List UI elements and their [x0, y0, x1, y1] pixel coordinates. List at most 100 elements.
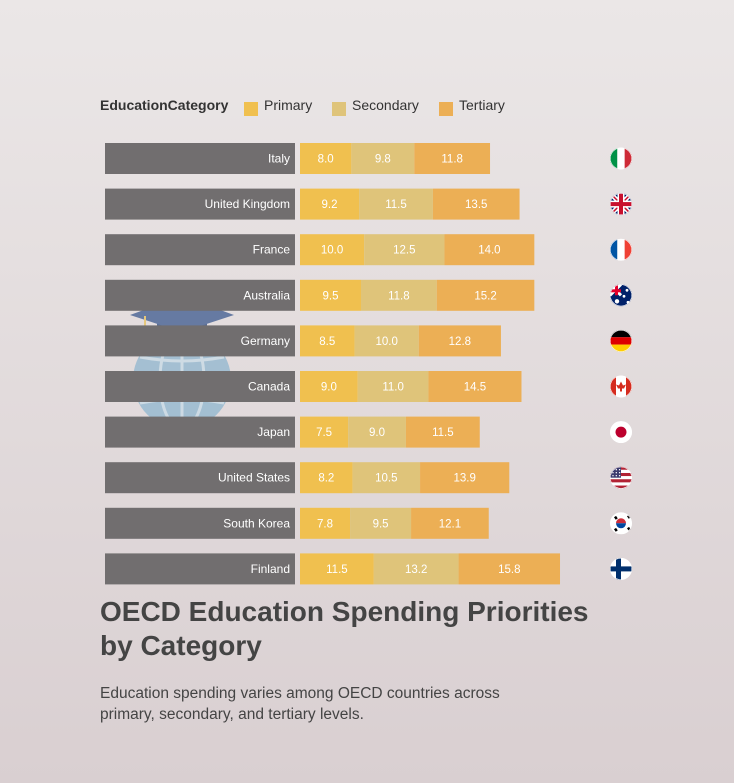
category-label: France: [253, 243, 291, 257]
bar-segment-tertiary: [436, 279, 535, 311]
bar-segment-tertiary: [420, 462, 510, 494]
data-label: 13.9: [453, 473, 475, 485]
category-label: Germany: [241, 334, 290, 348]
data-label: 9.2: [322, 199, 338, 211]
legend-label-secondary: Secondary: [352, 97, 419, 113]
category-label-bar: [105, 507, 295, 539]
bar-segment-secondary: [348, 416, 406, 448]
category-label-bar: [105, 143, 295, 174]
data-label: 12.8: [449, 336, 471, 348]
data-label: 14.0: [478, 245, 500, 257]
chart-subtitle: Education spending varies among OECD cou…: [100, 685, 500, 723]
finland-flag-icon: [610, 557, 632, 580]
data-label: 8.0: [318, 154, 334, 166]
bar-segment-primary: [300, 507, 351, 539]
australia-flag-icon: [610, 284, 632, 307]
legend-title: EducationCategory: [100, 97, 229, 113]
category-label: South Korea: [223, 516, 290, 530]
category-label-bar: [105, 234, 295, 266]
chart-row: France 10.0 12.5 14.0: [105, 234, 632, 266]
data-label: 15.2: [474, 290, 496, 302]
bar-segment-primary: [300, 279, 361, 311]
data-label: 12.5: [393, 245, 415, 257]
bar-segment-primary: [300, 553, 374, 585]
south-korea-flag-icon: [610, 512, 632, 535]
chart-row: Australia 9.5 11.8 15.2: [105, 279, 632, 311]
data-label: 9.0: [369, 427, 385, 439]
bar-segment-tertiary: [428, 371, 522, 402]
data-label: 9.0: [321, 382, 337, 394]
data-label: 7.8: [317, 518, 333, 530]
canada-flag-icon: [610, 375, 632, 398]
bar-segment-tertiary: [432, 188, 520, 220]
data-label: 11.5: [385, 199, 407, 211]
italy-flag-icon: [610, 147, 632, 170]
bar-segment-secondary: [354, 325, 419, 357]
bar-segment-primary: [300, 462, 353, 494]
data-label: 10.0: [321, 245, 343, 257]
category-label: Japan: [257, 425, 290, 439]
data-label: 8.2: [318, 473, 334, 485]
category-label-bar: [105, 416, 295, 448]
bar-segment-tertiary: [405, 416, 480, 448]
category-label-bar: [105, 553, 295, 585]
bar-segment-tertiary: [418, 325, 501, 357]
legend-label-primary: Primary: [264, 97, 312, 113]
category-label: Finland: [251, 562, 290, 576]
bar-segment-secondary: [357, 371, 429, 402]
category-label: Australia: [243, 288, 290, 302]
bar-rows: Italy 8.0 9.8 11.8 United Kingdom 9.2 11.5 13.5…: [105, 143, 632, 585]
germany-flag-icon: [610, 329, 632, 352]
france-flag-icon: [610, 238, 632, 261]
chart: EducationCategory Primary Secondary Tert…: [100, 97, 632, 585]
data-label: 14.5: [464, 382, 486, 394]
data-label: 9.5: [373, 518, 389, 530]
bar-segment-secondary: [352, 462, 421, 494]
bar-segment-primary: [300, 143, 352, 174]
data-label: 11.0: [382, 382, 404, 394]
chart-row: Finland 11.5 13.2 15.8: [105, 553, 632, 585]
category-label: Canada: [248, 380, 290, 394]
category-label-bar: [105, 279, 295, 311]
bar-segment-primary: [300, 188, 360, 220]
bar-segment-primary: [300, 234, 365, 266]
bar-segment-secondary: [350, 507, 412, 539]
category-label-bar: [105, 188, 295, 220]
bar-segment-tertiary: [411, 507, 489, 539]
japan-flag-icon: [610, 421, 632, 444]
bar-segment-secondary: [351, 143, 415, 174]
usa-flag-icon: [610, 466, 632, 489]
bar-segment-primary: [300, 416, 349, 448]
chart-row: United States 8.2 10.5 13.9: [105, 462, 632, 494]
category-label-bar: [105, 325, 295, 357]
bar-segment-primary: [300, 371, 358, 402]
chart-row: Germany 8.5 10.0 12.8: [105, 325, 632, 357]
category-label: Italy: [268, 152, 290, 166]
data-label: 15.8: [498, 564, 520, 576]
legend-label-tertiary: Tertiary: [459, 97, 505, 113]
legend-swatch-tertiary: [439, 102, 453, 116]
data-label: 10.0: [375, 336, 397, 348]
category-label: United Kingdom: [205, 197, 290, 211]
data-label: 11.8: [388, 290, 410, 302]
data-label: 13.5: [465, 199, 487, 211]
data-label: 12.1: [439, 518, 461, 530]
bar-segment-secondary: [360, 279, 437, 311]
bar-segment-tertiary: [414, 143, 491, 174]
data-label: 11.8: [441, 154, 463, 166]
chart-row: Italy 8.0 9.8 11.8: [105, 143, 632, 174]
category-label-bar: [105, 462, 295, 494]
data-label: 8.5: [319, 336, 335, 348]
chart-title: OECD Education Spending Priorities by Ca…: [100, 596, 589, 661]
legend-swatch-secondary: [332, 102, 346, 116]
data-label: 11.5: [432, 427, 454, 439]
bar-segment-secondary: [373, 553, 459, 585]
data-label: 11.5: [326, 564, 348, 576]
chart-row: Canada 9.0 11.0 14.5: [105, 371, 632, 402]
bar-segment-primary: [300, 325, 355, 357]
chart-row: United Kingdom 9.2 11.5 13.5: [105, 188, 632, 220]
bar-segment-tertiary: [444, 234, 535, 266]
chart-row: South Korea 7.8 9.5 12.1: [105, 507, 632, 539]
bar-segment-secondary: [364, 234, 445, 266]
legend-swatch-primary: [244, 102, 258, 116]
